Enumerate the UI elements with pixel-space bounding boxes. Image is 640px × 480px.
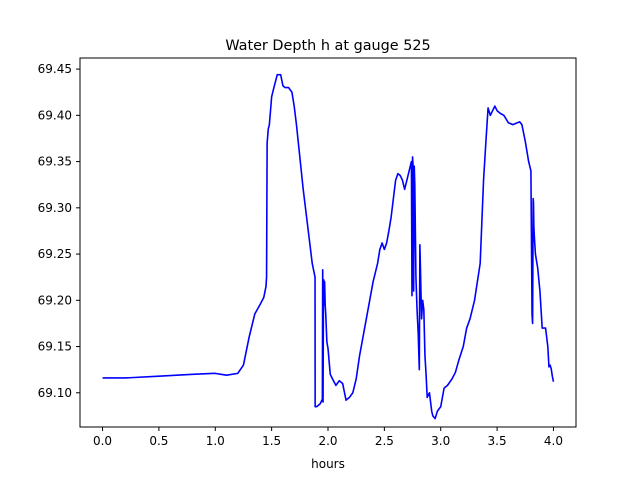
- chart-title: Water Depth h at gauge 525: [225, 38, 430, 54]
- x-tick-label: 2.5: [375, 434, 394, 448]
- y-tick-label: 69.10: [38, 386, 72, 400]
- y-tick-label: 69.15: [38, 340, 72, 354]
- y-tick-label: 69.35: [38, 155, 72, 169]
- x-tick-label: 3.0: [431, 434, 450, 448]
- x-tick-label: 1.5: [262, 434, 281, 448]
- y-tick-label: 69.30: [38, 201, 72, 215]
- x-tick-label: 3.5: [488, 434, 507, 448]
- x-tick-label: 1.0: [206, 434, 225, 448]
- series-line-0: [102, 73, 555, 420]
- x-tick-label: 2.0: [318, 434, 337, 448]
- y-tick-label: 69.40: [38, 108, 72, 122]
- y-tick-label: 69.20: [38, 293, 72, 307]
- x-axis: 0.0 0.5 1.0 1.5 2.0 2.5 3.0 3.5 4.0: [93, 427, 563, 448]
- y-tick-label: 69.25: [38, 247, 72, 261]
- x-tick-label: 0.0: [93, 434, 112, 448]
- y-tick-label: 69.45: [38, 62, 72, 76]
- x-tick-label: 4.0: [544, 434, 563, 448]
- y-axis: 69.10 69.15 69.20 69.25 69.30 69.35 69.40 69.45: [38, 62, 80, 400]
- x-tick-label: 0.5: [149, 434, 168, 448]
- x-axis-label: hours: [311, 457, 345, 471]
